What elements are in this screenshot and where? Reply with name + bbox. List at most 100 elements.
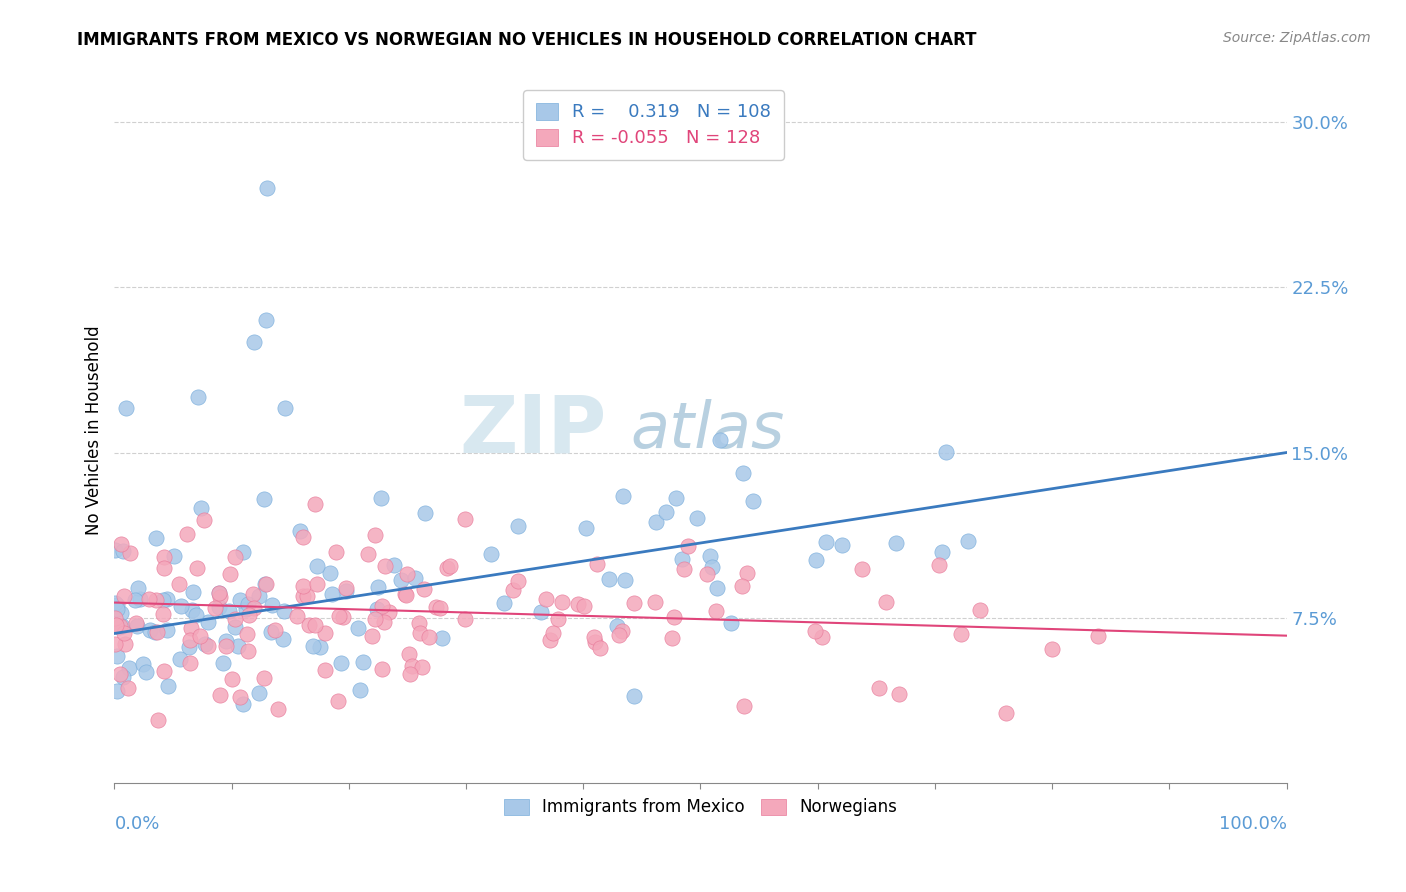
Point <box>610 624 633 639</box>
Point <box>399 666 422 681</box>
Point <box>949 627 972 641</box>
Point <box>254 577 277 591</box>
Point <box>167 577 190 591</box>
Text: Source: ZipAtlas.com: Source: ZipAtlas.com <box>1223 31 1371 45</box>
Point <box>156 679 179 693</box>
Point <box>215 634 238 648</box>
Point <box>321 587 343 601</box>
Point <box>254 313 277 327</box>
Point <box>139 624 162 638</box>
Point <box>208 600 231 615</box>
Point <box>110 606 132 620</box>
Point <box>742 494 765 508</box>
Point <box>181 585 204 599</box>
Point <box>215 639 238 653</box>
Point <box>209 688 232 702</box>
Point <box>193 513 215 527</box>
Point <box>112 625 135 640</box>
Point <box>696 566 718 581</box>
Point <box>105 618 128 632</box>
Point <box>439 558 461 573</box>
Point <box>108 619 131 633</box>
Point <box>481 547 503 561</box>
Point <box>186 608 208 623</box>
Point <box>111 544 134 558</box>
Point <box>108 667 131 681</box>
Point <box>228 639 250 653</box>
Point <box>661 631 683 645</box>
Point <box>326 694 349 708</box>
Point <box>153 665 176 679</box>
Point <box>541 625 564 640</box>
Point <box>117 681 139 695</box>
Point <box>408 615 430 630</box>
Point <box>730 579 752 593</box>
Point <box>264 624 287 638</box>
Point <box>413 506 436 520</box>
Point <box>412 582 434 596</box>
Point <box>179 656 201 670</box>
Point <box>229 593 252 607</box>
Point <box>242 587 264 601</box>
Point <box>235 602 257 616</box>
Point <box>411 660 433 674</box>
Point <box>211 657 233 671</box>
Point <box>197 639 219 653</box>
Point <box>236 627 259 641</box>
Point <box>700 560 723 574</box>
Point <box>292 589 315 603</box>
Point <box>404 571 426 585</box>
Point <box>364 612 387 626</box>
Point <box>108 619 131 633</box>
Point <box>103 638 125 652</box>
Point <box>190 501 212 516</box>
Point <box>104 543 127 558</box>
Point <box>118 661 141 675</box>
Point <box>208 586 231 600</box>
Point <box>377 605 399 619</box>
Point <box>256 180 278 194</box>
Point <box>398 647 420 661</box>
Point <box>105 683 128 698</box>
Point <box>307 577 329 591</box>
Point <box>352 656 374 670</box>
Point <box>356 547 378 561</box>
Point <box>720 616 742 631</box>
Point <box>152 607 174 622</box>
Point <box>132 657 155 671</box>
Point <box>152 561 174 575</box>
Point <box>224 549 246 564</box>
Point <box>589 640 612 655</box>
Point <box>221 673 243 687</box>
Point <box>291 579 314 593</box>
Point <box>664 491 686 506</box>
Point <box>290 524 312 539</box>
Point <box>609 628 631 642</box>
Text: IMMIGRANTS FROM MEXICO VS NORWEGIAN NO VEHICLES IN HOUSEHOLD CORRELATION CHART: IMMIGRANTS FROM MEXICO VS NORWEGIAN NO V… <box>77 31 977 49</box>
Point <box>612 489 634 503</box>
Point <box>367 580 389 594</box>
Point <box>370 491 392 505</box>
Point <box>232 698 254 712</box>
Point <box>307 558 329 573</box>
Point <box>145 531 167 545</box>
Point <box>401 659 423 673</box>
Point <box>125 619 148 633</box>
Point <box>209 590 232 604</box>
Point <box>676 539 699 553</box>
Point <box>614 573 637 587</box>
Point <box>253 671 276 685</box>
Point <box>111 670 134 684</box>
Point <box>868 681 890 695</box>
Point <box>127 581 149 595</box>
Point <box>606 618 628 632</box>
Point <box>492 596 515 610</box>
Point <box>218 604 240 618</box>
Point <box>107 649 129 664</box>
Point <box>645 515 668 529</box>
Point <box>228 690 250 705</box>
Point <box>302 639 325 653</box>
Point <box>806 553 828 567</box>
Point <box>673 562 696 576</box>
Point <box>105 601 128 615</box>
